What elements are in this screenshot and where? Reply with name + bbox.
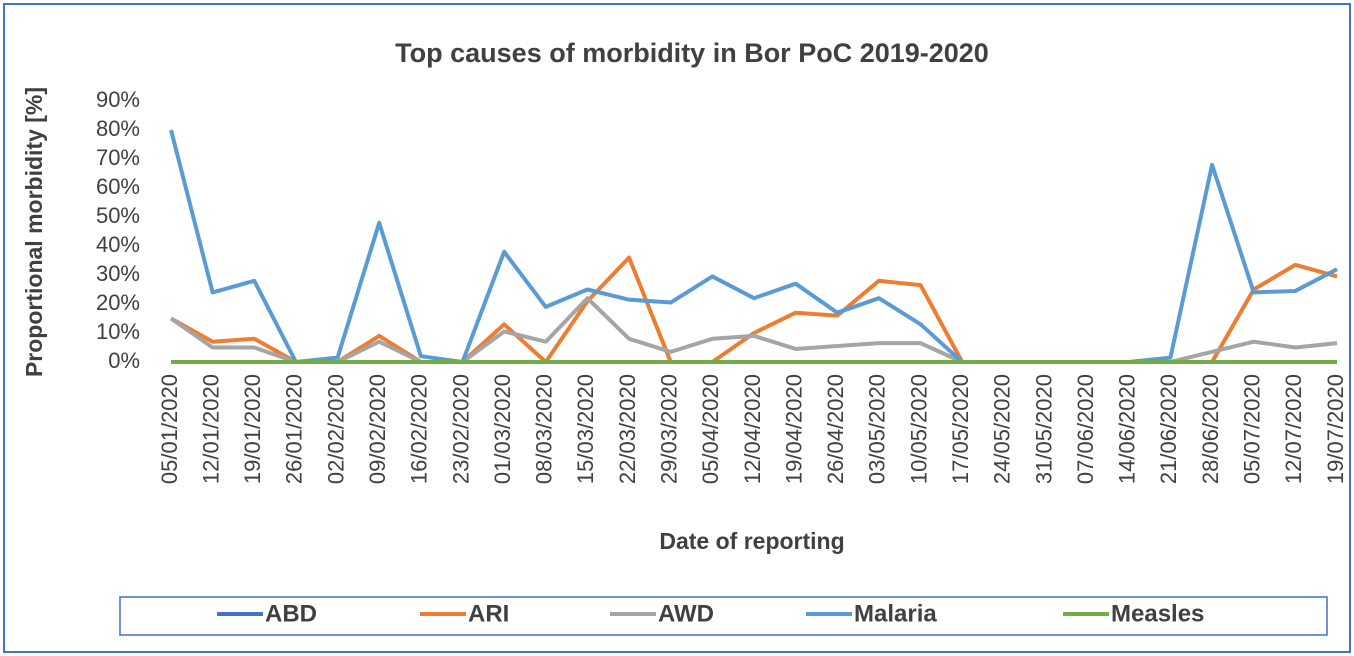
- y-tick-label: 40%: [96, 232, 140, 257]
- x-tick-label: 19/04/2020: [781, 374, 806, 484]
- y-tick-label: 30%: [96, 261, 140, 286]
- y-tick-label: 0%: [108, 348, 140, 373]
- x-tick-label: 02/02/2020: [323, 374, 348, 484]
- legend-label: Measles: [1111, 600, 1204, 627]
- chart-border: [3, 3, 1351, 653]
- x-tick-label: 14/06/2020: [1115, 374, 1140, 484]
- x-tick-label: 12/01/2020: [198, 374, 223, 484]
- x-tick-label: 17/05/2020: [948, 374, 973, 484]
- legend-label: ARI: [468, 600, 509, 627]
- x-tick-label: 29/03/2020: [657, 374, 682, 484]
- x-tick-label: 01/03/2020: [490, 374, 515, 484]
- y-tick-label: 70%: [96, 145, 140, 170]
- x-tick-label: 16/02/2020: [407, 374, 432, 484]
- y-tick-label: 20%: [96, 290, 140, 315]
- x-tick-label: 09/02/2020: [365, 374, 390, 484]
- y-tick-label: 10%: [96, 319, 140, 344]
- x-tick-label: 23/02/2020: [448, 374, 473, 484]
- x-tick-label: 08/03/2020: [532, 374, 557, 484]
- x-tick-label: 05/01/2020: [157, 374, 182, 484]
- chart-title: Top causes of morbidity in Bor PoC 2019-…: [395, 38, 989, 68]
- x-tick-label: 19/07/2020: [1323, 374, 1348, 484]
- x-tick-label: 21/06/2020: [1156, 374, 1181, 484]
- x-tick-label: 26/01/2020: [282, 374, 307, 484]
- x-tick-label: 15/03/2020: [573, 374, 598, 484]
- y-tick-label: 60%: [96, 174, 140, 199]
- y-axis-title: Proportional morbidity [%]: [21, 87, 47, 377]
- x-tick-label: 28/06/2020: [1198, 374, 1223, 484]
- x-tick-label: 31/05/2020: [1031, 374, 1056, 484]
- x-tick-label: 19/01/2020: [240, 374, 265, 484]
- legend-label: AWD: [658, 600, 714, 627]
- x-tick-label: 03/05/2020: [865, 374, 890, 484]
- x-tick-label: 07/06/2020: [1073, 374, 1098, 484]
- x-tick-label: 26/04/2020: [823, 374, 848, 484]
- legend-label: Malaria: [854, 600, 937, 627]
- x-tick-label: 12/07/2020: [1281, 374, 1306, 484]
- legend-label: ABD: [265, 600, 317, 627]
- x-tick-label: 05/04/2020: [698, 374, 723, 484]
- x-tick-label: 24/05/2020: [990, 374, 1015, 484]
- x-tick-label: 05/07/2020: [1240, 374, 1265, 484]
- y-tick-label: 80%: [96, 116, 140, 141]
- y-tick-label: 90%: [96, 87, 140, 112]
- y-tick-label: 50%: [96, 203, 140, 228]
- legend-box: [119, 596, 1328, 636]
- x-tick-label: 12/04/2020: [740, 374, 765, 484]
- x-tick-label: 10/05/2020: [906, 374, 931, 484]
- x-axis-title: Date of reporting: [659, 528, 844, 554]
- x-tick-label: 22/03/2020: [615, 374, 640, 484]
